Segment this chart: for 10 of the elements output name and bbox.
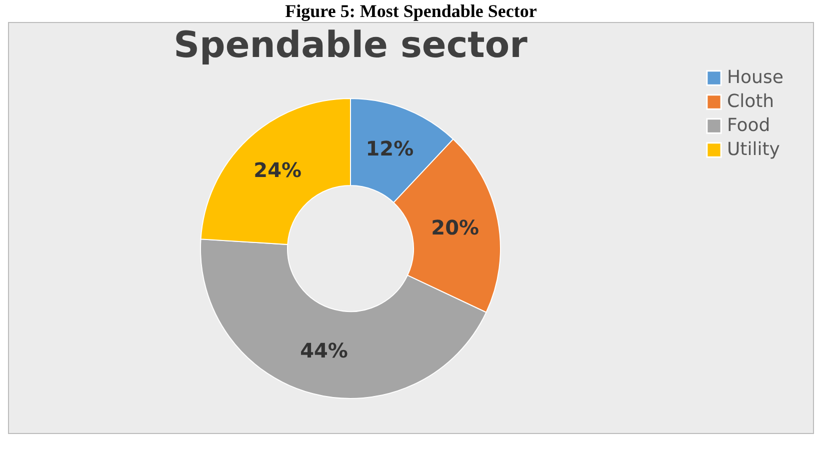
data-label: 12% bbox=[366, 136, 414, 160]
legend-label: House bbox=[727, 67, 784, 88]
data-label: 24% bbox=[254, 158, 302, 182]
legend-label: Food bbox=[727, 115, 770, 136]
data-label: 20% bbox=[431, 216, 480, 240]
chart-title: Spendable sector bbox=[174, 25, 528, 66]
data-label: 44% bbox=[300, 338, 348, 363]
legend-label: Cloth bbox=[727, 91, 774, 112]
caption: Figure 5: Most Spendable Sector bbox=[284, 0, 538, 22]
legend-label: Utility bbox=[727, 139, 780, 160]
